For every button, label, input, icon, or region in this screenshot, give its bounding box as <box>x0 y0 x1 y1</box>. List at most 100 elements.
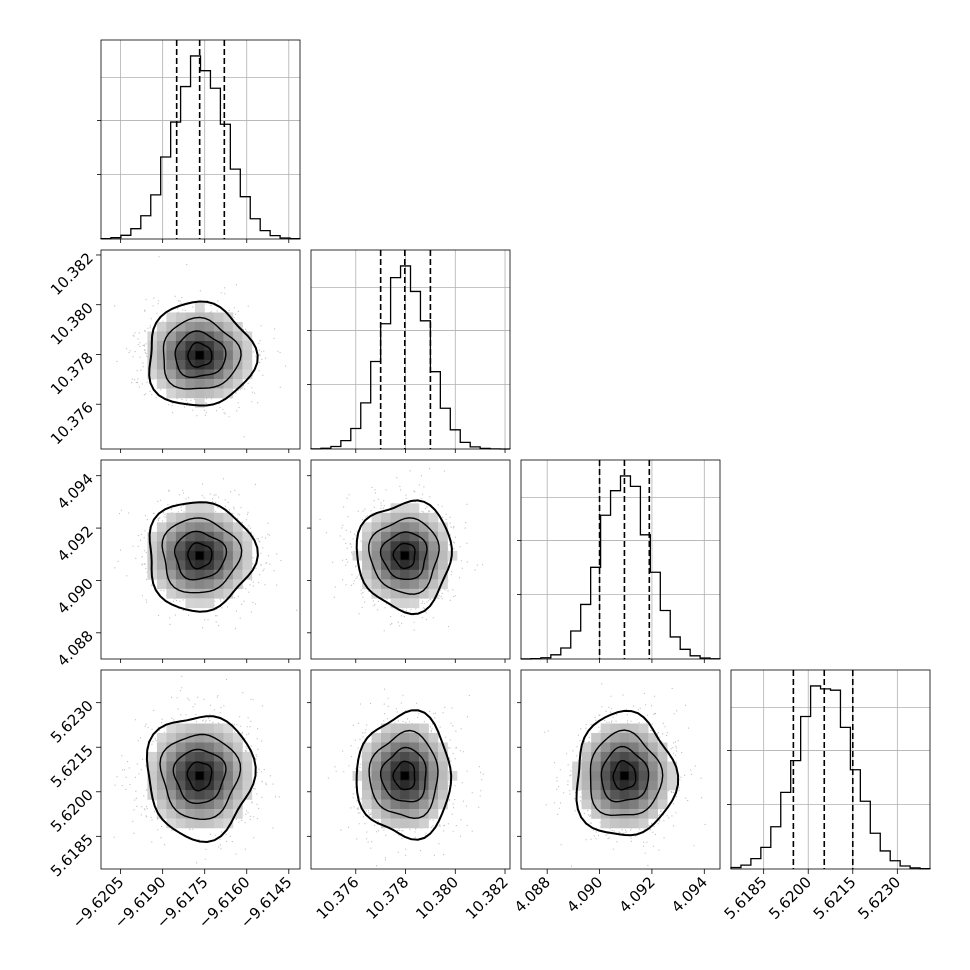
density-cell <box>166 512 177 523</box>
density-cell <box>400 569 410 580</box>
density-cell <box>438 789 448 800</box>
density-cell <box>667 780 677 791</box>
density-cell <box>194 340 205 351</box>
density-cell <box>185 732 196 743</box>
density-cell <box>381 531 391 542</box>
contour-3 <box>187 542 213 570</box>
density-cell <box>438 522 448 533</box>
density-cell <box>204 742 215 753</box>
density-cell <box>194 808 205 819</box>
density-cell <box>204 569 215 580</box>
contour-1 <box>368 517 440 595</box>
density-cell <box>371 550 382 561</box>
density-cell <box>409 569 420 580</box>
histogram-series <box>310 265 511 450</box>
density-cell <box>400 780 410 791</box>
density-cell <box>213 359 224 370</box>
density-cell <box>419 541 429 552</box>
density-cell <box>438 550 448 561</box>
density-cell <box>204 799 215 810</box>
density-cell <box>438 560 448 571</box>
density-cell <box>194 397 205 408</box>
density-cell <box>185 742 196 753</box>
density-cell <box>381 780 391 791</box>
panel-marks <box>319 468 484 632</box>
density-cell <box>381 799 391 810</box>
density-cell <box>371 742 382 753</box>
density-cell <box>223 789 234 800</box>
density-cell <box>185 808 196 819</box>
density-cell <box>156 359 167 370</box>
density-cell <box>232 560 243 571</box>
density-cell <box>194 388 205 399</box>
density-cell <box>419 569 429 580</box>
density-cell <box>648 742 658 753</box>
y-tick-label-3-2: 5.6215 <box>47 741 97 791</box>
density-cell <box>657 742 668 753</box>
density-cell <box>185 388 196 399</box>
density-cell <box>591 808 601 819</box>
density-cell <box>390 588 401 599</box>
density-cell <box>600 742 611 753</box>
density-cell <box>591 732 601 743</box>
density-cell <box>185 770 196 781</box>
density-cell <box>362 560 372 571</box>
density-cell <box>600 799 611 810</box>
density-cell <box>619 799 630 810</box>
density-cell <box>362 531 372 542</box>
density-cell <box>213 312 224 323</box>
density-cell <box>428 550 439 561</box>
density-cell <box>185 560 196 571</box>
density-cell <box>204 378 215 389</box>
density-cell <box>185 799 196 810</box>
density-cell <box>156 761 167 772</box>
density-cell <box>147 369 158 380</box>
density-cell <box>194 818 205 829</box>
density-cell <box>409 522 420 533</box>
density-cell <box>194 579 205 590</box>
contour-0 <box>148 501 259 613</box>
density-cell <box>223 588 234 599</box>
density-cell <box>194 799 205 810</box>
histogram-series <box>100 55 301 240</box>
density-cell <box>400 503 410 514</box>
density-cell <box>194 522 205 533</box>
density-cell <box>390 751 401 762</box>
density-cell <box>175 799 186 810</box>
panel-marks <box>114 256 287 438</box>
density-cell <box>362 569 372 580</box>
density-cell <box>185 512 196 523</box>
density-cell <box>600 761 611 772</box>
histogram-panel-2 <box>520 459 721 660</box>
density-cell <box>194 531 205 542</box>
density-cell <box>610 770 620 781</box>
density-cell <box>213 588 224 599</box>
density-cell <box>175 770 186 781</box>
density-cell <box>185 321 196 332</box>
contour-2 <box>600 745 650 803</box>
density-cell <box>428 780 439 791</box>
density-cell <box>166 732 177 743</box>
density-cell <box>638 799 649 810</box>
density-cell <box>156 780 167 791</box>
density-cell <box>428 569 439 580</box>
density-cell <box>428 588 439 599</box>
density-cell <box>400 799 410 810</box>
density-cell <box>362 579 372 590</box>
density-cell <box>175 321 186 332</box>
density-cell <box>166 723 177 734</box>
density-cell <box>213 789 224 800</box>
density-cell <box>242 531 253 542</box>
density-cell <box>390 789 401 800</box>
density-cell <box>629 818 639 829</box>
density-cell <box>213 579 224 590</box>
density-peak <box>400 771 409 780</box>
density-cell <box>371 541 382 552</box>
density-cell <box>194 378 205 389</box>
density-cell <box>232 531 243 542</box>
contour-1 <box>162 316 242 390</box>
density-cell <box>390 780 401 791</box>
density-cell <box>175 550 186 561</box>
density-cell <box>610 723 620 734</box>
contour-2 <box>379 531 428 580</box>
